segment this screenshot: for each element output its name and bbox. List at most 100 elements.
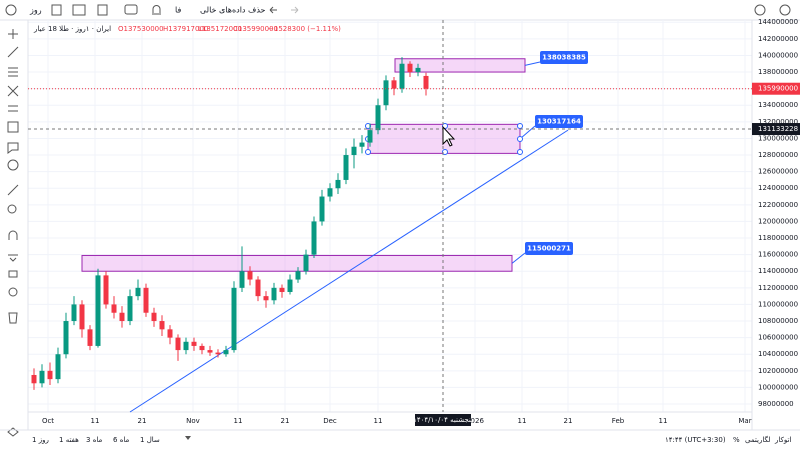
crosshair-date-box	[415, 414, 471, 426]
projection-tool[interactable]	[8, 105, 18, 112]
cursor	[442, 125, 456, 147]
log-toggle[interactable]: لگاریتمی	[745, 435, 770, 444]
candle-body	[31, 374, 37, 384]
range-button[interactable]: ماه 6	[113, 436, 129, 444]
ohlc-low: L135172000	[198, 25, 242, 33]
y-tick-label: 138000000	[758, 68, 798, 76]
candle-body	[95, 275, 101, 346]
y-tick-label: 106000000	[758, 334, 798, 342]
range-button[interactable]: 1 روز	[32, 436, 49, 444]
lock-tool[interactable]	[8, 254, 18, 262]
grid	[28, 20, 752, 412]
x-tick-label: Oct	[42, 417, 54, 425]
alert-button[interactable]	[152, 5, 161, 15]
range-button[interactable]: سال 1	[140, 436, 160, 444]
legend: ایران · ۱روز · طلا 18 عیار O137530000 H1…	[33, 25, 341, 33]
hide-tool[interactable]	[8, 287, 18, 297]
candle-body	[311, 221, 317, 255]
lock-all-tool[interactable]	[8, 270, 18, 278]
candle-body	[151, 312, 157, 322]
candle-body	[375, 105, 381, 131]
trendline-tool[interactable]	[7, 46, 19, 58]
x-tick-label: 11	[234, 417, 243, 425]
y-tick-label: 126000000	[758, 168, 798, 176]
y-tick-label: 128000000	[758, 151, 798, 159]
y-tick-label: 120000000	[758, 217, 798, 225]
y-tick-label: 134000000	[758, 101, 798, 109]
y-tick-label: 112000000	[758, 284, 798, 292]
range-calendar[interactable]	[185, 436, 191, 440]
chart-type-button[interactable]	[72, 4, 86, 16]
candle-body	[231, 287, 237, 351]
pattern-tool[interactable]	[7, 85, 19, 97]
zone-label-pointer	[519, 125, 536, 140]
top-toolbar	[0, 0, 800, 20]
drawing-toolbar	[7, 29, 19, 437]
clock: ۱۴:۴۴ (UTC+3:30)	[665, 436, 726, 444]
candle-body	[271, 287, 277, 301]
selection-handle	[517, 149, 523, 155]
object-tree[interactable]	[7, 427, 19, 437]
empty-data-button[interactable]: حذف داده‌های خالی	[200, 6, 266, 15]
candle-body	[175, 337, 181, 351]
range-button[interactable]: هفته 1	[59, 436, 79, 444]
zone	[394, 58, 526, 73]
percent-toggle[interactable]: %	[733, 436, 740, 444]
x-tick-label: 21	[564, 417, 573, 425]
rectangle-tool[interactable]	[7, 121, 19, 133]
candle-body	[119, 312, 125, 322]
candle-body	[103, 275, 109, 305]
candle-body	[159, 321, 165, 330]
candle-body	[215, 352, 221, 355]
measure-tool[interactable]	[7, 184, 19, 196]
y-tick-label: 100000000	[758, 383, 798, 391]
candle-body	[327, 188, 333, 197]
candle-body	[295, 271, 301, 280]
candle-body	[415, 67, 421, 73]
interval-button[interactable]: روز	[29, 6, 42, 15]
candle-body	[279, 287, 285, 292]
layout-button[interactable]	[97, 4, 108, 16]
text-tool[interactable]	[7, 142, 19, 154]
zone-label-box	[540, 51, 588, 64]
candle-body	[391, 80, 397, 89]
y-tick-label: 122000000	[758, 201, 798, 209]
candle-body	[87, 329, 93, 346]
fullscreen-button[interactable]	[754, 4, 766, 16]
snapshot-button[interactable]	[124, 4, 138, 15]
range-button[interactable]: ماه 3	[86, 436, 102, 444]
candle-body	[319, 196, 325, 222]
candle-body	[143, 287, 149, 313]
settings-button[interactable]	[779, 4, 791, 16]
y-tick-label: 104000000	[758, 350, 798, 358]
last-price-label: 135990000	[758, 85, 798, 93]
candle-body	[287, 279, 293, 292]
y-tick-label: 142000000	[758, 35, 798, 43]
zone-label-box	[535, 115, 583, 128]
x-tick-label: 11	[374, 417, 383, 425]
icon-tool[interactable]	[7, 159, 19, 171]
candle-body	[367, 130, 373, 143]
candle-body	[79, 304, 85, 330]
candle-body	[207, 350, 213, 353]
auto-toggle[interactable]: اتو‌کار	[774, 436, 791, 444]
zone-label: 130317164	[537, 118, 581, 126]
candle-body	[199, 345, 205, 351]
undo-button[interactable]	[269, 6, 277, 14]
fib-tool[interactable]	[8, 67, 18, 77]
candle-body	[247, 271, 253, 280]
selection-handle	[365, 149, 371, 155]
crosshair-date-label: پنجشنبه ۱۴۰۴/۱۰/۰۴	[413, 416, 473, 424]
crosshair-tool[interactable]	[8, 29, 18, 39]
zone-label: 115000271	[527, 245, 571, 253]
candle-body	[47, 370, 53, 380]
y-tick-label: 118000000	[758, 234, 798, 242]
language-button[interactable]: فا	[175, 6, 181, 15]
delete-tool[interactable]	[8, 312, 18, 324]
magnet-tool[interactable]	[8, 230, 18, 240]
zoom-tool[interactable]	[7, 204, 17, 214]
bars-button[interactable]	[51, 4, 62, 16]
candle-body	[135, 287, 141, 297]
redo-button[interactable]	[291, 6, 299, 14]
menu-button[interactable]	[5, 4, 17, 16]
